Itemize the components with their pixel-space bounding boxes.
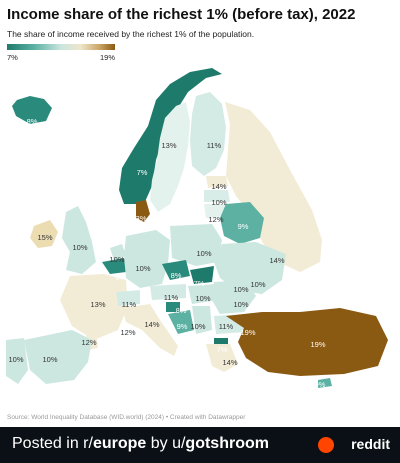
country-finland[interactable] — [190, 92, 226, 176]
country-austria[interactable] — [150, 284, 186, 300]
country-netherlands[interactable] — [110, 244, 126, 260]
country-sweden[interactable] — [150, 102, 190, 212]
value-label-denmark: 13% — [131, 214, 146, 223]
value-label-turkey-east: 19% — [310, 340, 325, 349]
country-czechia[interactable] — [162, 260, 190, 280]
legend-min-label: 7% — [7, 53, 18, 62]
user-link[interactable]: gotshroom — [185, 435, 269, 452]
country-uk[interactable] — [62, 206, 96, 274]
country-romania[interactable] — [212, 280, 256, 314]
posted-in-text: Posted in r/ — [12, 435, 93, 452]
country-cyprus[interactable] — [318, 378, 332, 388]
country-iceland[interactable] — [12, 96, 52, 124]
value-label-portugal: 10% — [8, 355, 23, 364]
value-label-cyprus: 9% — [315, 380, 326, 389]
country-slovakia[interactable] — [190, 266, 214, 284]
value-label-poland: 10% — [196, 249, 211, 258]
value-label-bulgaria: 11% — [219, 322, 234, 331]
country-moldova[interactable] — [244, 270, 254, 284]
country-germany[interactable] — [124, 230, 170, 288]
value-label-norway: 7% — [137, 168, 148, 177]
country-ireland[interactable] — [30, 220, 58, 248]
value-label-north-macedonia: 7% — [217, 345, 228, 354]
reddit-brand-text: reddit — [351, 436, 390, 452]
chart-title: Income share of the richest 1% (before t… — [7, 6, 356, 23]
value-label-finland: 11% — [207, 141, 222, 150]
country-belgium[interactable] — [102, 258, 126, 274]
value-label-switzerland: 11% — [122, 300, 137, 309]
value-label-moldova: 10% — [233, 285, 248, 294]
value-label-greece: 14% — [222, 358, 237, 367]
value-label-russia: 14% — [269, 256, 284, 265]
value-label-romania: 10% — [233, 300, 248, 309]
country-hungary[interactable] — [188, 284, 218, 304]
value-label-monaco: 14% — [144, 320, 159, 329]
value-labels: 8%7%13% 11%13%15%10%14%10%12%9%14%10%10%1… — [8, 117, 325, 389]
value-label-slovenia: 8% — [176, 306, 187, 315]
country-serbia[interactable] — [192, 306, 212, 334]
value-label-iceland: 8% — [27, 117, 38, 126]
reddit-logo-icon — [318, 437, 334, 453]
country-spain[interactable] — [24, 330, 92, 384]
value-label-austria: 11% — [164, 293, 179, 302]
country-slovenia[interactable] — [166, 302, 180, 312]
value-label-united-kingdom: 10% — [72, 243, 87, 252]
legend-max-label: 19% — [99, 53, 115, 62]
value-label-croatia: 9% — [177, 322, 188, 331]
country-portugal[interactable] — [6, 338, 28, 384]
country-poland[interactable] — [170, 224, 222, 266]
legend-gradient-bar — [7, 44, 115, 50]
value-label-turkey-west: 19% — [240, 328, 255, 337]
value-label-estonia: 14% — [211, 182, 226, 191]
country-lithuania[interactable] — [204, 204, 226, 218]
post-attribution: Posted in r/europe by u/gotshroom — [12, 435, 269, 453]
value-label-spain: 10% — [42, 355, 57, 364]
value-label-sweden: 13% — [161, 141, 176, 150]
value-label-belgium: 8% — [116, 273, 127, 282]
value-label-latvia: 10% — [211, 198, 226, 207]
chart-subtitle: The share of income received by the rich… — [7, 29, 255, 39]
value-label-serbia: 10% — [190, 322, 205, 331]
source-note: Source: World Inequality Database (WID.w… — [7, 414, 246, 421]
color-legend: 7% 19% — [7, 44, 115, 62]
country-croatia[interactable] — [168, 310, 194, 334]
value-label-ukraine: 10% — [250, 280, 265, 289]
country-estonia[interactable] — [206, 176, 228, 188]
country-france[interactable] — [60, 274, 128, 340]
value-label-italy: 12% — [120, 328, 135, 337]
country-turkey[interactable] — [226, 308, 388, 376]
country-latvia[interactable] — [204, 190, 230, 202]
country-belarus[interactable] — [220, 202, 264, 244]
value-label-hungary: 10% — [195, 294, 210, 303]
europe-choropleth-map: 8%7%13% 11%13%15%10%14%10%12%9%14%10%10%1… — [6, 68, 388, 389]
value-label-czechia: 8% — [171, 271, 182, 280]
country-russia[interactable] — [225, 102, 322, 272]
value-label-corsica: 12% — [81, 338, 96, 347]
value-label-france: 13% — [90, 300, 105, 309]
country-norway[interactable] — [119, 68, 222, 204]
value-label-slovakia: 7% — [194, 279, 205, 288]
value-label-lithuania: 12% — [208, 215, 223, 224]
by-text: by u/ — [146, 435, 186, 452]
country-greece[interactable] — [206, 344, 238, 372]
country-denmark[interactable] — [136, 200, 150, 222]
value-label-germany: 10% — [135, 264, 150, 273]
reddit-footer-bar: Posted in r/europe by u/gotshroom reddit — [0, 427, 400, 463]
country-italy[interactable] — [122, 304, 178, 356]
value-label-ireland: 15% — [37, 233, 52, 242]
country-switzerland[interactable] — [116, 290, 140, 306]
subreddit-link[interactable]: europe — [92, 435, 147, 452]
value-label-belarus: 9% — [238, 222, 249, 231]
value-label-netherlands: 10% — [109, 255, 124, 264]
